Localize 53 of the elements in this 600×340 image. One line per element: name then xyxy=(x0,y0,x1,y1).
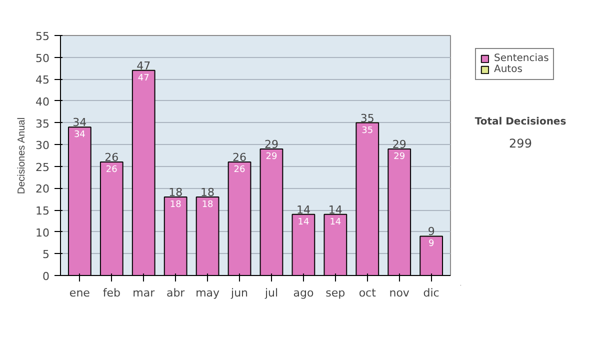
total-label: 47 xyxy=(136,59,151,72)
text: Total Decisiones xyxy=(474,116,566,128)
x-tick-label: sep xyxy=(326,286,346,300)
data-label: 26 xyxy=(234,165,246,176)
data-label: 18 xyxy=(202,200,214,210)
data-label: 34 xyxy=(74,130,86,140)
y-axis-title: Decisiones Anual xyxy=(16,117,28,194)
y-tick-label: 55 xyxy=(36,30,50,43)
total-label: 29 xyxy=(392,138,406,151)
data-label: 14 xyxy=(330,217,342,228)
x-tick-label: oct xyxy=(358,286,377,300)
total-label: 14 xyxy=(296,203,310,216)
y-tick-label: 40 xyxy=(36,95,50,108)
y-tick-label: 45 xyxy=(36,74,50,87)
x-tick-label: nov xyxy=(389,286,410,300)
data-label: 29 xyxy=(394,152,406,162)
x-tick-label: jul xyxy=(264,286,278,300)
legend-label: Sentencias xyxy=(494,53,549,64)
y-tick-label: 50 xyxy=(36,52,50,65)
y-tick-label: 25 xyxy=(36,160,50,174)
x-tick-label: ago xyxy=(293,286,314,300)
y-tick-label: 5 xyxy=(42,248,50,262)
total-label: 26 xyxy=(104,151,119,164)
data-label: 47 xyxy=(138,73,150,84)
data-label: 35 xyxy=(362,126,374,136)
total-label: 26 xyxy=(232,151,247,164)
y-tick-label: 0 xyxy=(42,270,50,283)
legend-label: Autos xyxy=(494,64,522,75)
text: 299 xyxy=(509,136,532,150)
data-label: 26 xyxy=(106,165,118,176)
x-tick-label: feb xyxy=(102,286,120,300)
y-tick-label: 20 xyxy=(36,182,50,196)
total-label: 35 xyxy=(360,112,374,125)
y-tick-label: 10 xyxy=(36,226,50,240)
x-tick-label: dic xyxy=(423,286,440,300)
x-tick-label: ene xyxy=(69,286,90,300)
total-label: 9 xyxy=(428,225,435,238)
data-label: 18 xyxy=(170,200,182,210)
data-label: 29 xyxy=(266,152,278,162)
y-tick-label: 30 xyxy=(36,139,50,152)
total-label: 29 xyxy=(264,138,278,151)
total-label: 18 xyxy=(200,186,215,199)
x-tick-label: mar xyxy=(132,286,156,300)
x-tick-label: jun xyxy=(230,286,248,300)
total-label: 18 xyxy=(168,186,183,199)
y-tick-label: 35 xyxy=(36,117,50,130)
total-label: 34 xyxy=(72,116,87,130)
y-tick-label: 15 xyxy=(36,204,50,218)
total-label: 14 xyxy=(328,203,342,216)
data-label: 14 xyxy=(298,217,310,228)
x-tick-label: may xyxy=(196,286,220,300)
data-label: 9 xyxy=(428,239,434,250)
x-tick-label: abr xyxy=(166,286,186,300)
